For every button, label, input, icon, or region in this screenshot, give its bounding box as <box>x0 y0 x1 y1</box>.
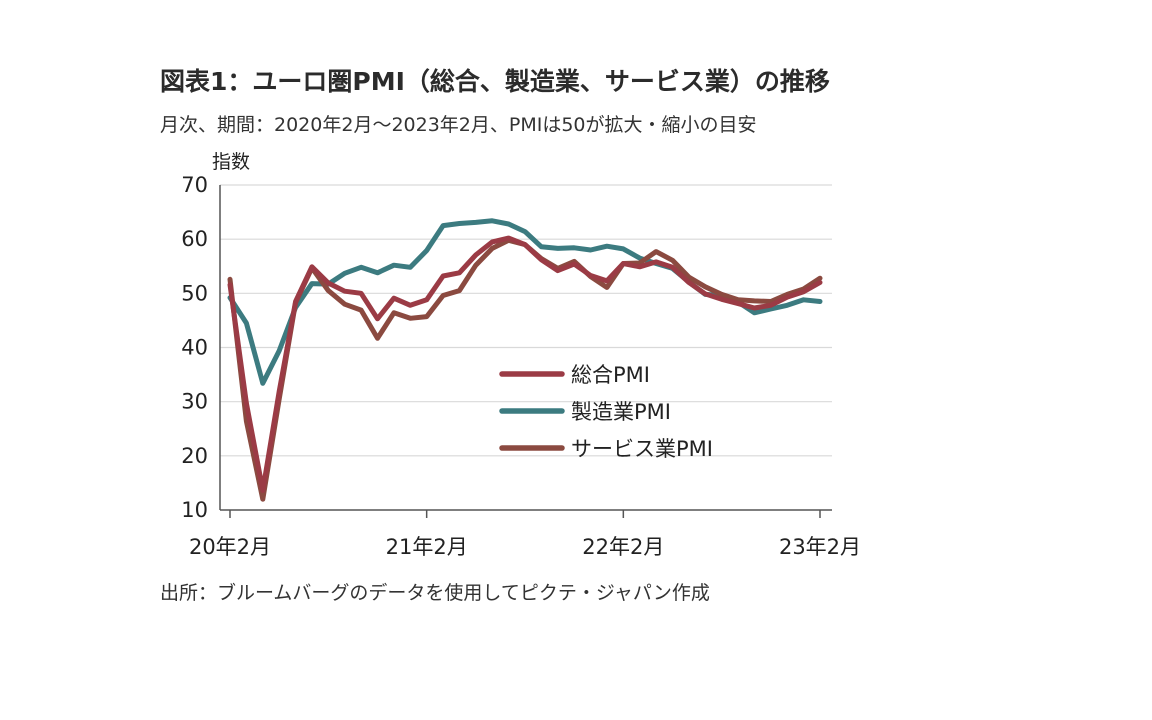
x-tick-label: 21年2月 <box>386 535 468 559</box>
x-tick-label: 20年2月 <box>189 535 271 559</box>
source-note: 出所：ブルームバーグのデータを使用してピクテ・ジャパン作成 <box>160 582 710 604</box>
series-line-0 <box>227 235 823 493</box>
legend-label: 製造業PMI <box>571 400 671 424</box>
y-tick-label: 10 <box>181 498 208 522</box>
y-tick-label: 20 <box>181 444 208 468</box>
chart-title: 図表1：ユーロ圏PMI（総合、製造業、サービス業）の推移 <box>160 67 830 96</box>
y-axis-label: 指数 <box>212 151 250 173</box>
y-tick-label: 50 <box>181 281 208 305</box>
y-tick-label: 60 <box>181 227 208 251</box>
legend-label: 総合PMI <box>571 363 650 387</box>
x-tick-label: 23年2月 <box>779 535 861 559</box>
chart-subtitle: 月次、期間：2020年2月～2023年2月、PMIは50が拡大・縮小の目安 <box>160 114 757 136</box>
legend-label: サービス業PMI <box>571 437 713 461</box>
series-line-2 <box>227 237 823 502</box>
x-tick-label: 22年2月 <box>582 535 664 559</box>
y-tick-label: 70 <box>181 173 208 197</box>
y-tick-label: 30 <box>181 390 208 414</box>
y-tick-label: 40 <box>181 336 208 360</box>
